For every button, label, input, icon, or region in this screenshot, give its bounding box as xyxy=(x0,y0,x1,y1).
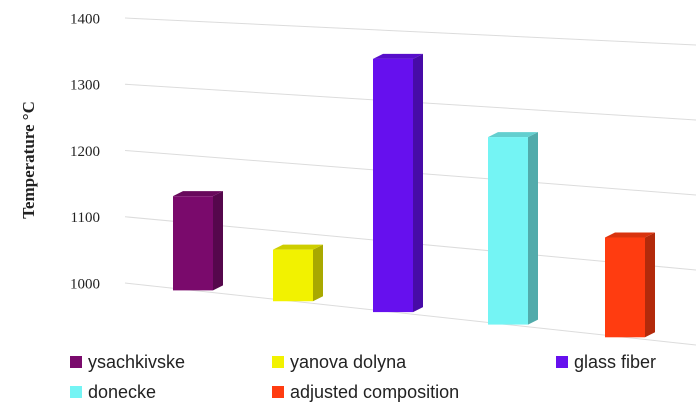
legend-label: donecke xyxy=(88,382,156,402)
y-tick-label: 1400 xyxy=(70,11,100,27)
bar-side xyxy=(413,53,423,313)
legend-label: glass fiber xyxy=(574,352,656,372)
bar-top xyxy=(605,232,655,238)
legend-swatch xyxy=(70,356,82,368)
bar-top xyxy=(273,244,323,250)
bar xyxy=(605,237,645,338)
y-tick-label: 1200 xyxy=(70,144,100,160)
bar-side xyxy=(645,232,655,338)
y-tick-label: 1300 xyxy=(70,78,100,94)
legend-label: ysachkivske xyxy=(88,352,185,372)
bar xyxy=(488,137,528,325)
bar xyxy=(173,196,213,291)
bar-side xyxy=(528,132,538,325)
bar-top xyxy=(488,132,538,138)
grid-line xyxy=(124,282,696,346)
bar-side xyxy=(313,244,323,302)
y-tick-label: 1000 xyxy=(70,276,100,292)
bar xyxy=(373,58,413,313)
grid-line xyxy=(124,17,696,46)
bar xyxy=(273,249,313,302)
bar-side xyxy=(213,191,223,291)
legend-swatch xyxy=(70,386,82,398)
legend-label: yanova dolyna xyxy=(290,352,407,372)
legend-label: adjusted composition xyxy=(290,382,459,402)
bar-top xyxy=(373,53,423,59)
legend-swatch xyxy=(272,356,284,368)
legend-swatch xyxy=(556,356,568,368)
y-axis-label: Temperature °C xyxy=(19,101,38,219)
y-tick-label: 1100 xyxy=(71,210,100,226)
bar-top xyxy=(173,191,223,197)
legend-swatch xyxy=(272,386,284,398)
